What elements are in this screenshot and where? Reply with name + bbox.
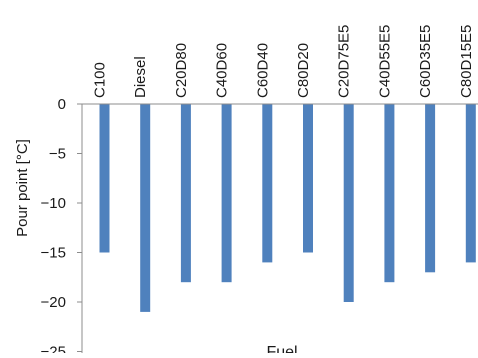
x-axis-title: Fuel [266, 344, 297, 353]
y-tick-label: −20 [41, 294, 66, 311]
y-axis-title: Pour point [°C] [14, 139, 31, 237]
category-label-C40D55E5: C40D55E5 [376, 25, 393, 98]
bar-C60D40 [262, 104, 273, 263]
bar-C80D20 [303, 104, 313, 253]
y-tick-label: −5 [49, 146, 66, 163]
category-label-C60D35E5: C60D35E5 [417, 25, 434, 98]
category-label-C80D20: C80D20 [295, 43, 312, 98]
y-tick-labels: 0 −5 −10 −15 −20 −25 [41, 96, 82, 358]
category-label-C80D15E5: C80D15E5 [458, 25, 475, 98]
category-labels: C100 Diesel C20D80 C40D60 C60D40 C80D20 C20D75… [92, 25, 475, 98]
y-tick-label: −10 [41, 195, 66, 212]
category-label-Diesel: Diesel [132, 56, 149, 98]
bar-C40D60 [221, 104, 232, 283]
bar-C40D55E5 [384, 104, 395, 283]
category-label-C40D60: C40D60 [214, 43, 231, 98]
y-tick-label: 0 [58, 96, 66, 113]
y-tick-label: −15 [41, 245, 66, 262]
category-label-C100: C100 [92, 62, 109, 98]
bar-C60D35E5 [425, 104, 436, 273]
bar-C80D15E5 [465, 104, 476, 263]
category-label-C60D40: C60D40 [254, 43, 271, 98]
bar-Diesel [140, 104, 151, 312]
y-tick-label: −25 [41, 344, 66, 354]
category-label-C20D75E5: C20D75E5 [336, 25, 353, 98]
bar-C20D75E5 [343, 104, 354, 302]
bars-layer [99, 104, 476, 312]
category-label-C20D80: C20D80 [173, 43, 190, 98]
axis-layer [81, 103, 478, 353]
bar-C100 [99, 104, 110, 253]
bar-C20D80 [180, 104, 191, 283]
